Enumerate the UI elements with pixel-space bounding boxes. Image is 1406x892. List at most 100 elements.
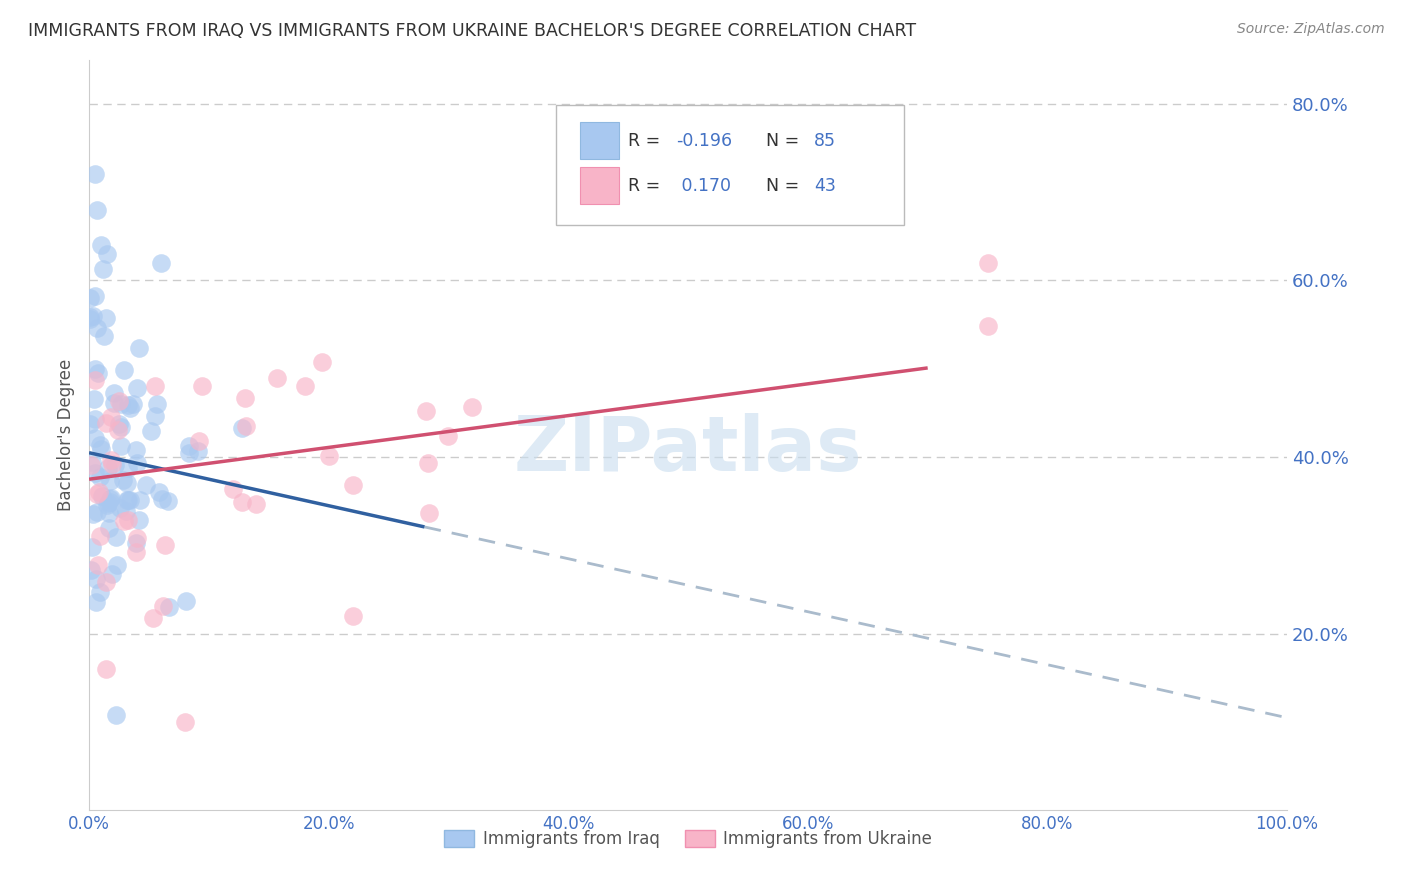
- Point: [87, 558, 110, 573]
- Point: [117, 460, 139, 475]
- Text: 43: 43: [814, 177, 835, 194]
- Text: 0.170: 0.170: [676, 177, 731, 194]
- Point: [231, 494, 253, 508]
- Point: [89, 585, 111, 599]
- Point: [104, 458, 127, 472]
- Point: [235, 418, 257, 433]
- Point: [115, 475, 138, 490]
- Point: [342, 478, 364, 492]
- Point: [176, 594, 198, 608]
- Point: [115, 504, 138, 518]
- Point: [120, 401, 142, 415]
- FancyBboxPatch shape: [557, 104, 904, 225]
- Point: [149, 256, 172, 270]
- Point: [418, 507, 440, 521]
- Point: [145, 397, 167, 411]
- Point: [294, 379, 316, 393]
- Point: [461, 400, 484, 414]
- Point: [416, 456, 439, 470]
- Point: [245, 497, 267, 511]
- Point: [143, 409, 166, 423]
- Point: [105, 530, 128, 544]
- Point: [89, 438, 111, 452]
- Point: [103, 385, 125, 400]
- Point: [98, 521, 121, 535]
- Point: [437, 429, 460, 443]
- Point: [98, 495, 121, 509]
- Point: [976, 256, 998, 270]
- Point: [152, 599, 174, 613]
- Point: [103, 396, 125, 410]
- Point: [108, 417, 131, 431]
- Point: [79, 563, 101, 577]
- Point: [86, 505, 108, 519]
- Point: [120, 493, 142, 508]
- Point: [153, 538, 176, 552]
- Point: [80, 540, 103, 554]
- Point: [98, 492, 121, 507]
- Legend: Immigrants from Iraq, Immigrants from Ukraine: Immigrants from Iraq, Immigrants from Uk…: [437, 823, 938, 855]
- Point: [96, 247, 118, 261]
- Point: [122, 396, 145, 410]
- Point: [179, 445, 201, 459]
- Point: [86, 321, 108, 335]
- Point: [83, 392, 105, 406]
- Point: [84, 168, 107, 182]
- Text: R =: R =: [628, 177, 666, 194]
- Point: [86, 202, 108, 217]
- Point: [97, 496, 120, 510]
- Point: [84, 412, 107, 426]
- Point: [128, 513, 150, 527]
- Y-axis label: Bachelor's Degree: Bachelor's Degree: [58, 359, 75, 511]
- Point: [90, 238, 112, 252]
- Text: 85: 85: [814, 132, 837, 150]
- Point: [84, 362, 107, 376]
- Point: [87, 366, 110, 380]
- Point: [112, 514, 135, 528]
- Point: [125, 442, 148, 457]
- Point: [342, 609, 364, 624]
- Point: [82, 455, 104, 469]
- Point: [90, 442, 112, 456]
- Point: [83, 289, 105, 303]
- Point: [115, 493, 138, 508]
- Point: [108, 500, 131, 515]
- Point: [186, 444, 208, 458]
- Point: [101, 457, 124, 471]
- Text: N =: N =: [766, 177, 804, 194]
- Point: [150, 491, 173, 506]
- Point: [82, 507, 104, 521]
- Point: [96, 574, 118, 589]
- Point: [83, 466, 105, 480]
- Text: N =: N =: [766, 132, 804, 150]
- Text: Source: ZipAtlas.com: Source: ZipAtlas.com: [1237, 22, 1385, 37]
- Point: [79, 291, 101, 305]
- FancyBboxPatch shape: [581, 168, 619, 204]
- Point: [157, 600, 180, 615]
- Point: [124, 544, 146, 558]
- Point: [84, 431, 107, 445]
- Point: [231, 421, 253, 435]
- Point: [96, 498, 118, 512]
- Point: [976, 318, 998, 333]
- Point: [110, 396, 132, 410]
- Text: IMMIGRANTS FROM IRAQ VS IMMIGRANTS FROM UKRAINE BACHELOR'S DEGREE CORRELATION CH: IMMIGRANTS FROM IRAQ VS IMMIGRANTS FROM …: [28, 22, 917, 40]
- Point: [129, 492, 152, 507]
- Point: [105, 707, 128, 722]
- Point: [156, 494, 179, 508]
- Point: [93, 329, 115, 343]
- Point: [127, 381, 149, 395]
- Point: [89, 469, 111, 483]
- Point: [91, 489, 114, 503]
- Point: [112, 363, 135, 377]
- Point: [110, 440, 132, 454]
- Point: [188, 434, 211, 448]
- Point: [96, 310, 118, 325]
- Point: [191, 379, 214, 393]
- Point: [100, 567, 122, 582]
- Point: [89, 485, 111, 500]
- Point: [110, 419, 132, 434]
- Point: [142, 610, 165, 624]
- Point: [86, 594, 108, 608]
- Point: [82, 309, 104, 323]
